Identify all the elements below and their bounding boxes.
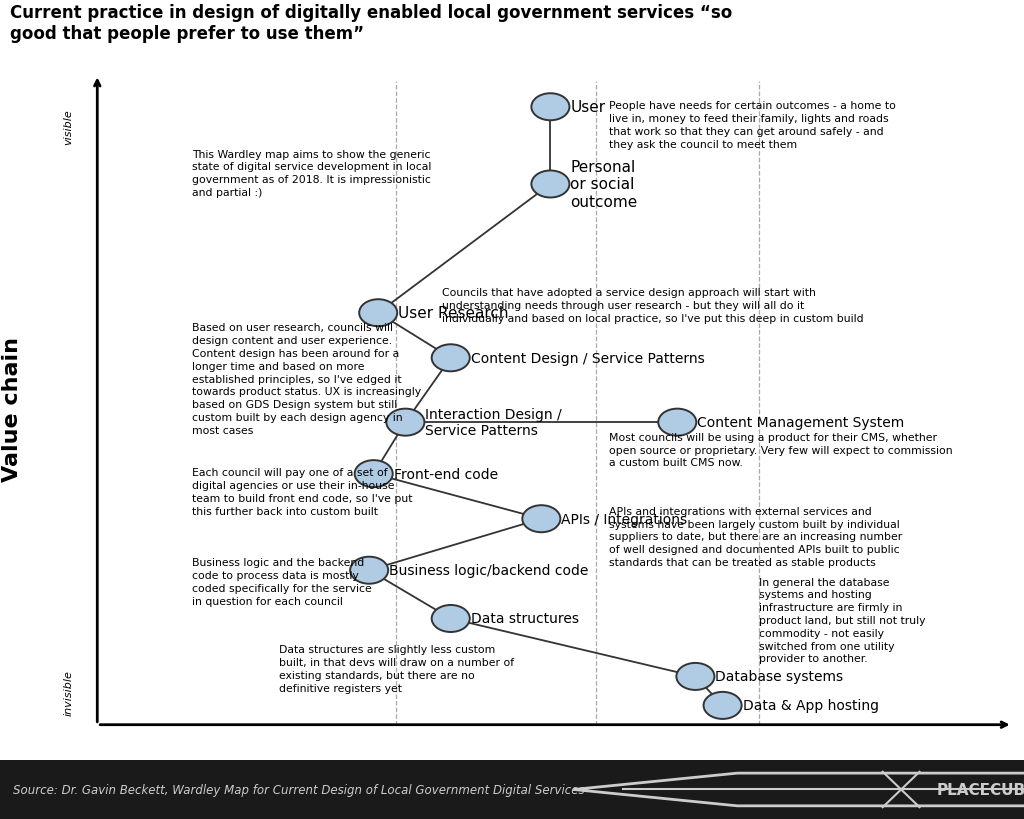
Text: Value chain: Value chain xyxy=(2,337,23,482)
Text: Interaction Design /
Service Patterns: Interaction Design / Service Patterns xyxy=(425,408,562,437)
Text: Business logic and the backend
code to process data is mostly
coded specifically: Business logic and the backend code to p… xyxy=(193,558,372,606)
Text: Current practice in design of digitally enabled local government services “so
go: Current practice in design of digitally … xyxy=(10,4,732,43)
Text: Commodity
(+ utility): Commodity (+ utility) xyxy=(723,760,795,788)
Text: User: User xyxy=(570,100,605,115)
Text: Content Management System: Content Management System xyxy=(697,416,904,430)
Text: APIs / Integrations: APIs / Integrations xyxy=(561,512,687,526)
Circle shape xyxy=(359,300,397,327)
Text: Product
(+ rental): Product (+ rental) xyxy=(565,760,627,788)
Circle shape xyxy=(531,94,569,121)
Text: Data structures: Data structures xyxy=(471,612,579,626)
Circle shape xyxy=(531,171,569,198)
Text: Based on user research, councils will
design content and user experience.
Conten: Based on user research, councils will de… xyxy=(193,323,422,435)
Circle shape xyxy=(658,410,696,437)
Text: Custom Built: Custom Built xyxy=(356,760,436,773)
Text: Database systems: Database systems xyxy=(716,670,844,684)
Circle shape xyxy=(432,345,470,372)
Circle shape xyxy=(354,460,393,487)
Circle shape xyxy=(350,557,388,584)
Text: APIs and integrations with external services and
systems have been largely custo: APIs and integrations with external serv… xyxy=(609,506,902,568)
Text: Most councils will be using a product for their CMS, whether
open source or prop: Most councils will be using a product fo… xyxy=(609,432,953,468)
Circle shape xyxy=(522,505,560,532)
Text: Genesis: Genesis xyxy=(154,760,204,773)
Text: Data structures are slightly less custom
built, in that devs will draw on a numb: Data structures are slightly less custom… xyxy=(279,645,514,693)
Text: Source: Dr. Gavin Beckett, Wardley Map for Current Design of Local Government Di: Source: Dr. Gavin Beckett, Wardley Map f… xyxy=(13,783,585,796)
Text: invisible: invisible xyxy=(63,670,74,716)
Text: Business logic/backend code: Business logic/backend code xyxy=(389,563,589,577)
Circle shape xyxy=(677,663,715,690)
Circle shape xyxy=(703,692,741,719)
Text: Front-end code: Front-end code xyxy=(393,467,498,481)
Text: This Wardley map aims to show the generic
state of digital service development i: This Wardley map aims to show the generi… xyxy=(193,149,432,197)
Text: Data & App hosting: Data & App hosting xyxy=(742,699,879,713)
Text: Councils that have adopted a service design approach will start with
understandi: Councils that have adopted a service des… xyxy=(441,287,863,324)
Text: In general the database
systems and hosting
infrastructure are firmly in
product: In general the database systems and host… xyxy=(759,577,926,663)
Text: Personal
or social
outcome: Personal or social outcome xyxy=(570,160,638,210)
Circle shape xyxy=(386,410,424,437)
Circle shape xyxy=(432,605,470,632)
Text: User Research: User Research xyxy=(398,305,509,321)
Text: Each council will pay one of a set of
digital agencies or use their in-house
tea: Each council will pay one of a set of di… xyxy=(193,468,413,516)
Text: Content Design / Service Patterns: Content Design / Service Patterns xyxy=(471,351,705,365)
Text: People have needs for certain outcomes - a home to
live in, money to feed their : People have needs for certain outcomes -… xyxy=(609,102,896,150)
Text: visible: visible xyxy=(63,109,74,145)
Text: PLACECUBE: PLACECUBE xyxy=(937,782,1024,797)
